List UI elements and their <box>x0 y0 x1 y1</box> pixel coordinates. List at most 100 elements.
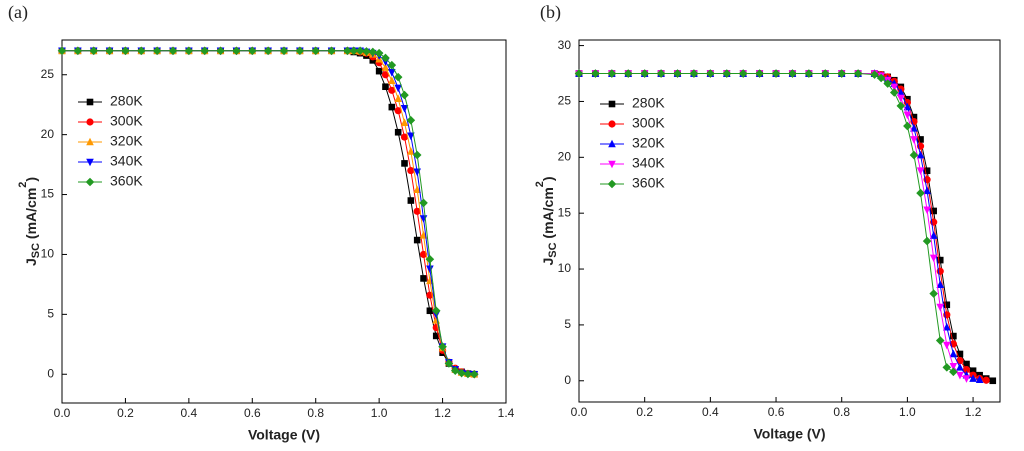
legend-label: 340K <box>632 155 665 171</box>
marker <box>975 375 984 383</box>
marker <box>407 132 415 141</box>
legend-label: 320K <box>632 135 665 151</box>
marker <box>232 46 241 56</box>
marker <box>889 88 899 97</box>
marker <box>388 103 396 111</box>
marker <box>936 256 944 264</box>
marker <box>837 69 847 78</box>
marker <box>381 53 390 63</box>
x-axis-title: Voltage (V) <box>248 427 320 443</box>
y-tick-label: 10 <box>41 247 55 261</box>
marker <box>956 371 964 380</box>
legend-label: 360K <box>110 173 143 189</box>
marker <box>989 377 997 385</box>
marker <box>382 83 389 91</box>
y-tick-label: 5 <box>47 307 54 321</box>
marker <box>909 150 919 160</box>
marker <box>355 46 365 56</box>
marker <box>917 136 924 143</box>
marker <box>943 301 951 309</box>
marker <box>755 69 764 78</box>
marker <box>394 94 402 103</box>
marker <box>394 107 402 115</box>
marker <box>956 350 964 358</box>
y-tick-label: 30 <box>558 38 572 52</box>
marker <box>394 128 402 136</box>
y-axis-title-part: 2 <box>534 181 546 187</box>
legend-label: 300K <box>632 115 665 131</box>
marker <box>722 69 732 78</box>
marker <box>771 69 781 78</box>
series <box>574 69 958 377</box>
marker <box>105 46 114 56</box>
y-axis-title-part: ) <box>23 177 39 182</box>
marker <box>368 47 378 57</box>
marker <box>407 147 415 155</box>
marker <box>295 46 305 56</box>
marker <box>929 231 938 239</box>
marker <box>607 179 617 189</box>
marker <box>388 76 396 85</box>
marker <box>86 98 94 106</box>
marker <box>820 69 830 78</box>
marker <box>375 67 383 75</box>
marker <box>910 123 918 132</box>
marker <box>608 100 616 108</box>
marker <box>929 289 938 298</box>
marker <box>444 359 454 368</box>
marker <box>457 368 466 378</box>
x-tick-label: 1.0 <box>371 406 388 420</box>
marker <box>216 46 225 56</box>
marker <box>426 265 434 274</box>
marker <box>608 120 616 128</box>
marker <box>432 332 440 340</box>
marker <box>426 307 434 315</box>
marker <box>86 158 94 167</box>
marker <box>450 366 460 375</box>
panel-label: (b) <box>540 2 561 23</box>
marker <box>623 69 633 78</box>
marker <box>738 69 748 78</box>
x-tick-label: 1.2 <box>434 406 451 420</box>
marker <box>956 363 964 371</box>
chart-panel: (a) 0.0 0.2 0.4 0.6 0.8 1.0 1.2 1.4 0 5 10 15 20 25 Vol… <box>8 2 515 443</box>
marker <box>903 98 911 107</box>
marker <box>607 69 617 78</box>
legend-label: 340K <box>110 153 143 169</box>
y-axis-title-part: (mA/cm <box>23 188 39 243</box>
marker <box>419 250 428 259</box>
marker <box>923 206 931 215</box>
marker <box>86 137 94 146</box>
marker <box>910 113 918 121</box>
x-tick-label: 0.6 <box>244 406 261 420</box>
marker <box>413 207 421 215</box>
marker <box>949 362 958 371</box>
marker <box>121 46 130 56</box>
marker <box>943 322 951 331</box>
y-tick-label: 0 <box>47 366 54 380</box>
x-tick-label: 1.4 <box>498 406 515 420</box>
y-axis-title: JSC (mA/cm2) <box>534 176 559 265</box>
marker <box>916 188 925 198</box>
marker <box>400 133 409 141</box>
marker <box>870 70 879 79</box>
marker <box>673 69 682 78</box>
legend-label: 360K <box>632 175 665 191</box>
y-tick-label: 0 <box>564 373 571 387</box>
marker <box>804 69 814 78</box>
x-tick-label: 0.8 <box>307 406 324 420</box>
marker <box>929 254 938 263</box>
marker <box>412 150 422 160</box>
y-tick-label: 20 <box>558 149 572 163</box>
marker <box>943 341 951 350</box>
series <box>57 46 479 379</box>
x-axis-title: Voltage (V) <box>753 426 825 442</box>
marker <box>73 46 83 56</box>
x-tick-label: 1.2 <box>965 405 982 419</box>
y-axis-title-part: ) <box>540 176 556 181</box>
marker <box>903 111 912 120</box>
marker <box>903 121 912 131</box>
marker <box>413 236 421 244</box>
marker <box>419 198 428 208</box>
legend-label: 280K <box>110 93 143 109</box>
